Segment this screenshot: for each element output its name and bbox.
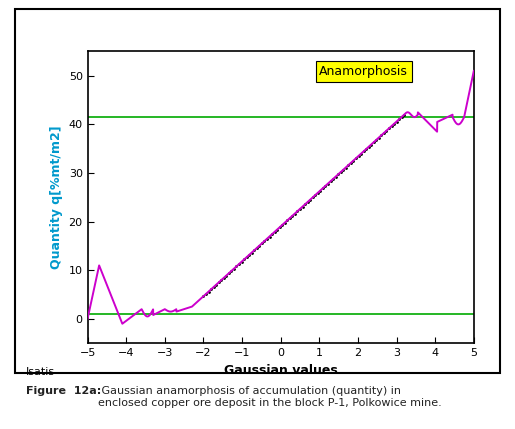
Text: Anamorphosis: Anamorphosis bbox=[319, 65, 408, 78]
Y-axis label: Quantity q[%mt/m2]: Quantity q[%mt/m2] bbox=[50, 126, 63, 269]
Text: Gaussian anamorphosis of accumulation (quantity) in
enclosed copper ore deposit : Gaussian anamorphosis of accumulation (q… bbox=[98, 386, 441, 408]
Text: Figure  12a:: Figure 12a: bbox=[26, 386, 101, 396]
Text: Isatis: Isatis bbox=[26, 367, 55, 377]
X-axis label: Gaussian values: Gaussian values bbox=[224, 364, 337, 377]
